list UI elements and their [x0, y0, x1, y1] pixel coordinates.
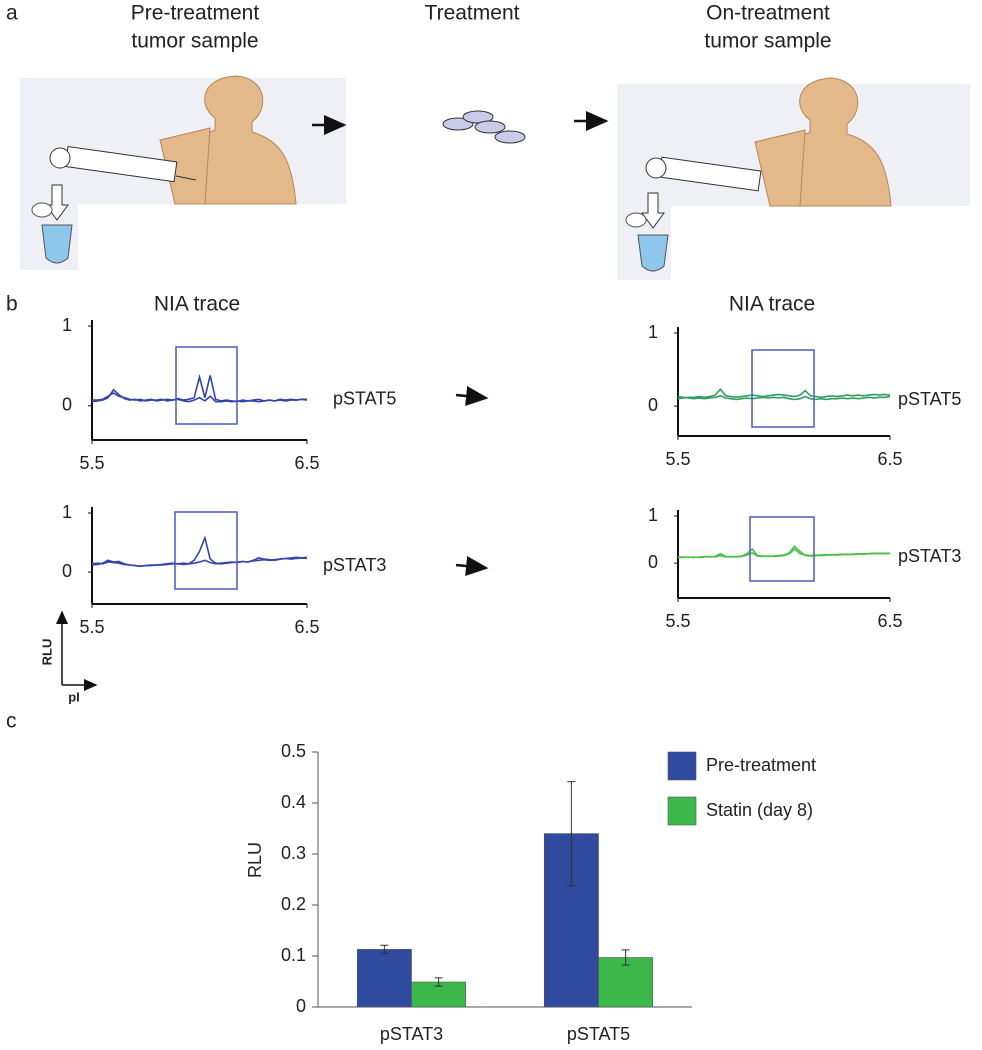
x-tick-label: 5.5	[665, 449, 690, 469]
x-tick-label: 5.5	[79, 453, 104, 473]
y-tick-label: 0.2	[281, 894, 306, 914]
bar	[356, 949, 412, 1008]
error-bar	[621, 949, 630, 966]
legend-swatch	[667, 751, 697, 781]
y-tick-label: 0.5	[281, 741, 306, 761]
error-bar	[380, 944, 389, 954]
x-tick-label: pSTAT5	[567, 1024, 630, 1044]
x-tick-label: 6.5	[294, 617, 319, 637]
axis-key-y: RLU	[39, 639, 54, 666]
error-bar	[434, 977, 443, 987]
y-tick-label: 0.3	[281, 843, 306, 863]
axis-key-x: pI	[68, 689, 80, 704]
highlight-box	[751, 349, 815, 428]
chart-title: NIA trace	[154, 293, 240, 316]
legend-label: Pre-treatment	[706, 755, 816, 775]
y-tick-label: 1	[62, 502, 72, 522]
trace-label: pSTAT3	[323, 555, 386, 575]
trace-label: pSTAT5	[333, 388, 396, 408]
trace-line	[91, 556, 308, 568]
x-tick-label: 6.5	[294, 453, 319, 473]
step-label: tumor sample	[704, 30, 831, 53]
step-label: Treatment	[425, 2, 520, 25]
y-tick-label: 0	[296, 996, 306, 1016]
trace-label: pSTAT5	[898, 389, 961, 409]
highlight-box	[174, 511, 238, 590]
legend-label: Statin (day 8)	[706, 800, 813, 820]
step-label: Pre-treatment	[131, 2, 260, 25]
y-tick-label: 1	[62, 315, 72, 335]
x-tick-label: pSTAT3	[380, 1024, 443, 1044]
step-label: tumor sample	[131, 30, 258, 53]
trace-label: pSTAT3	[898, 546, 961, 566]
y-tick-label: 0	[62, 394, 72, 414]
y-tick-label: 0.4	[281, 792, 306, 812]
x-tick-label: 5.5	[79, 617, 104, 637]
highlight-box	[749, 516, 815, 582]
panel-label: b	[6, 293, 18, 316]
trace-line	[677, 387, 891, 400]
panel-label: c	[6, 710, 17, 733]
chart-title: NIA trace	[729, 293, 815, 316]
trace-line	[678, 547, 891, 559]
axis-key	[56, 610, 98, 691]
trace-line	[677, 394, 891, 401]
x-tick-label: 6.5	[877, 449, 902, 469]
illustration-pills	[442, 110, 526, 144]
x-tick-label: 6.5	[877, 611, 902, 631]
illustration-pre	[20, 75, 346, 270]
bar	[598, 957, 654, 1008]
y-tick-label: 1	[648, 505, 658, 525]
arrow	[455, 556, 489, 576]
arrow	[455, 386, 489, 406]
panel-label: a	[6, 2, 18, 25]
illustration-post	[617, 77, 970, 280]
y-axis-label: RLU	[245, 842, 265, 878]
error-bar	[567, 781, 576, 887]
legend-swatch	[667, 796, 697, 826]
trace-line	[92, 392, 307, 403]
step-label: On-treatment	[706, 2, 830, 25]
highlight-box	[175, 346, 238, 425]
y-tick-label: 1	[648, 322, 658, 342]
y-tick-label: 0	[62, 561, 72, 581]
y-tick-label: 0	[648, 395, 658, 415]
y-tick-label: 0.1	[281, 945, 306, 965]
y-tick-label: 0	[648, 552, 658, 572]
x-tick-label: 5.5	[665, 611, 690, 631]
